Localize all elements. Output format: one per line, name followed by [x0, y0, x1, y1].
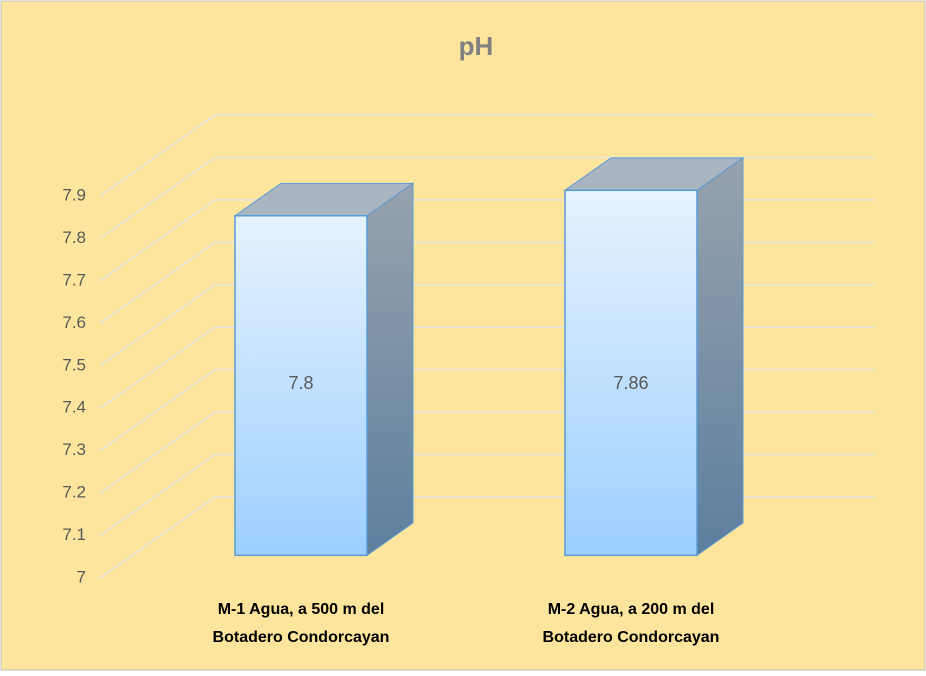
x-tick-label: M-2 Agua, a 200 m del Botadero Condorcay…	[542, 601, 720, 646]
y-tick-label: 7.7	[62, 270, 86, 289]
bar	[234, 215, 368, 557]
y-tick-label: 7.3	[62, 440, 86, 459]
chart-title: pH	[459, 31, 494, 61]
bar	[564, 189, 698, 557]
y-tick-label: 7.1	[62, 525, 86, 544]
grid: 7 7.1 7.2 7.3 7.4 7.5 7.6 7.7 7.8 7.9	[62, 114, 875, 586]
grid-line	[99, 114, 875, 197]
y-tick-label: 7.4	[62, 398, 86, 417]
bar-side	[366, 182, 414, 557]
x-tick-label-box: M-2 Agua, a 200 m del Botadero Condorcay…	[542, 601, 720, 646]
y-tick-label: 7.6	[62, 313, 86, 332]
bar-side	[696, 156, 744, 557]
y-tick-label: 7.5	[62, 355, 86, 374]
bars: 7.8 M-1 Agua, a 500 m del Botadero Condor…	[212, 156, 745, 646]
y-tick-label: 7.9	[62, 185, 86, 204]
y-tick-label: 7.2	[62, 483, 86, 502]
data-label: 7.8	[288, 373, 313, 393]
y-tick-label: 7	[77, 567, 86, 586]
x-tick-label: M-1 Agua, a 500 m del Botadero Condorcay…	[212, 601, 390, 646]
y-tick-label: 7.8	[62, 228, 86, 247]
data-label: 7.86	[613, 373, 648, 393]
x-tick-label-box: M-1 Agua, a 500 m del Botadero Condorcay…	[212, 601, 390, 646]
